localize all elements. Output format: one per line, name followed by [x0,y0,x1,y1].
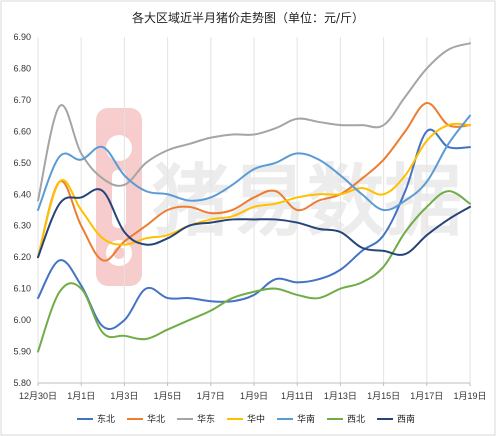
x-tick-label: 1月1日 [67,391,95,401]
legend-label: 华北 [147,413,165,425]
x-axis-ticks: 12月30日 1月1日 1月3日 1月5日 1月7日 1月9日 1月11日 1月13日 1月15… [19,383,487,401]
x-tick-label: 1月3日 [110,391,138,401]
y-tick-label: 6.20 [13,252,31,262]
y-tick-label: 6.80 [13,63,31,73]
x-tick-label: 1月7日 [197,391,225,401]
series-line-3 [37,122,471,259]
y-tick-label: 5.80 [13,378,31,388]
y-tick-label: 6.30 [13,221,31,231]
y-tick-label: 6.00 [13,315,31,325]
series-layer [37,42,471,353]
x-tick-label: 1月15日 [367,391,400,401]
legend-label: 华东 [197,413,215,425]
x-tick-label: 12月30日 [19,391,57,401]
series-line-6 [37,188,471,259]
x-tick-label: 1月19日 [453,391,486,401]
y-tick-label: 6.10 [13,284,31,294]
legend-label: 东北 [97,413,115,425]
y-axis-ticks: 5.80 5.90 6.00 6.10 6.20 6.30 6.40 6.50 6.60 6.70… [13,32,31,388]
x-tick-label: 1月5日 [154,391,182,401]
series-line-5 [37,190,471,353]
grid-layer [37,37,471,383]
legend: 东北 华北 华东 华中 华南 西北 西南 [77,413,415,425]
y-tick-label: 6.70 [13,95,31,105]
y-tick-label: 6.50 [13,158,31,168]
legend-label: 西北 [347,414,365,425]
chart-title: 各大区域近半月猪价走势图（单位：元/斤） [132,10,364,25]
series-line-1 [37,102,471,262]
y-tick-label: 6.90 [13,32,31,42]
x-tick-label: 1月13日 [324,391,357,401]
x-tick-label: 1月11日 [281,391,313,401]
series-line-2 [37,42,471,202]
legend-label: 华中 [247,413,265,425]
legend-label: 华南 [297,413,315,425]
series-line-0 [37,128,471,330]
y-tick-label: 6.60 [13,126,31,136]
watermark-text: 猪易数据 [152,157,462,247]
legend-label: 西南 [397,413,415,425]
y-tick-label: 6.40 [13,189,31,199]
x-tick-label: 1月17日 [410,391,443,401]
x-tick-label: 1月9日 [240,391,268,401]
y-tick-label: 5.90 [13,347,31,357]
series-line-4 [37,114,471,212]
